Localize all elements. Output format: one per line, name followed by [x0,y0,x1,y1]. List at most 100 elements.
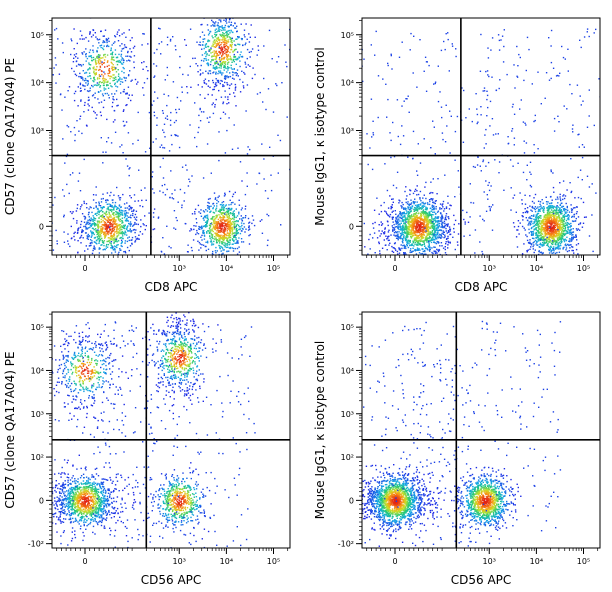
event-point [434,219,436,221]
event-point [110,237,112,239]
event-point [417,193,420,196]
event-point [414,243,416,245]
event-point [116,216,118,218]
event-point [223,232,225,234]
event-point [418,242,420,244]
event-point [91,211,93,214]
event-point [564,222,567,224]
event-point [96,66,98,68]
event-point [215,39,218,42]
event-point [286,116,288,118]
event-point [102,242,104,244]
event-point [410,231,412,234]
event-point [206,225,208,227]
event-point [139,231,141,233]
event-point [220,13,221,14]
event-point [87,15,88,16]
event-point [207,198,210,200]
event-point [212,202,215,205]
event-point [419,244,422,246]
event-point [123,251,125,253]
event-point [417,234,420,237]
event-point [241,38,243,40]
event-point [401,207,403,209]
event-point [162,191,164,194]
event-point [119,226,122,228]
event-point [83,225,85,228]
event-point [47,223,48,224]
event-point [96,38,98,40]
event-point [211,59,213,61]
event-point [212,55,214,57]
event-point [233,216,236,219]
event-point [92,220,94,223]
event-point [216,24,218,27]
event-point [112,42,115,44]
event-point [104,227,106,229]
event-point [414,190,416,192]
event-point [205,55,207,58]
event-point [437,229,439,232]
event-point [436,228,438,231]
event-point [212,225,215,227]
event-point [85,245,87,247]
event-point [109,77,111,80]
event-point [104,92,106,95]
event-point [218,47,220,49]
event-point [264,190,267,192]
event-point [421,244,423,247]
event-point [233,220,235,223]
event-point [109,75,111,78]
event-point [200,226,202,229]
event-point [127,55,129,57]
event-point [435,231,437,233]
event-point [111,247,113,249]
event-point [432,224,434,226]
event-point [81,230,83,233]
event-point [231,223,234,225]
event-point [220,250,222,252]
event-point [437,216,440,218]
event-point [113,245,116,247]
event-point [116,230,118,232]
event-point [424,211,426,213]
event-point [438,220,441,222]
event-point [414,216,416,218]
event-point [449,230,451,232]
event-point [386,238,388,240]
event-point [230,59,232,61]
event-point [87,80,89,82]
event-point [111,86,113,88]
event-point [239,91,242,93]
event-point [423,223,425,225]
event-point [99,66,102,68]
event-point [409,233,412,236]
event-point [81,204,83,206]
event-point [121,217,124,219]
event-point [444,248,446,251]
event-point [529,217,531,220]
event-point [234,95,236,98]
event-point [125,104,127,107]
event-point [415,249,417,251]
event-point [424,208,427,211]
event-point [214,55,216,57]
event-point [242,241,245,243]
event-point [114,226,116,228]
event-point [380,233,382,235]
event-point [224,66,226,69]
event-point [96,243,98,245]
event-point [208,50,210,52]
event-point [424,211,427,213]
event-point [207,59,210,61]
event-point [227,50,229,53]
event-point [157,216,160,218]
event-point [403,231,405,234]
event-point [419,223,421,225]
event-point [224,213,226,215]
event-point [109,222,111,224]
event-point [120,61,122,64]
event-point [72,172,74,174]
event-point [120,228,122,230]
